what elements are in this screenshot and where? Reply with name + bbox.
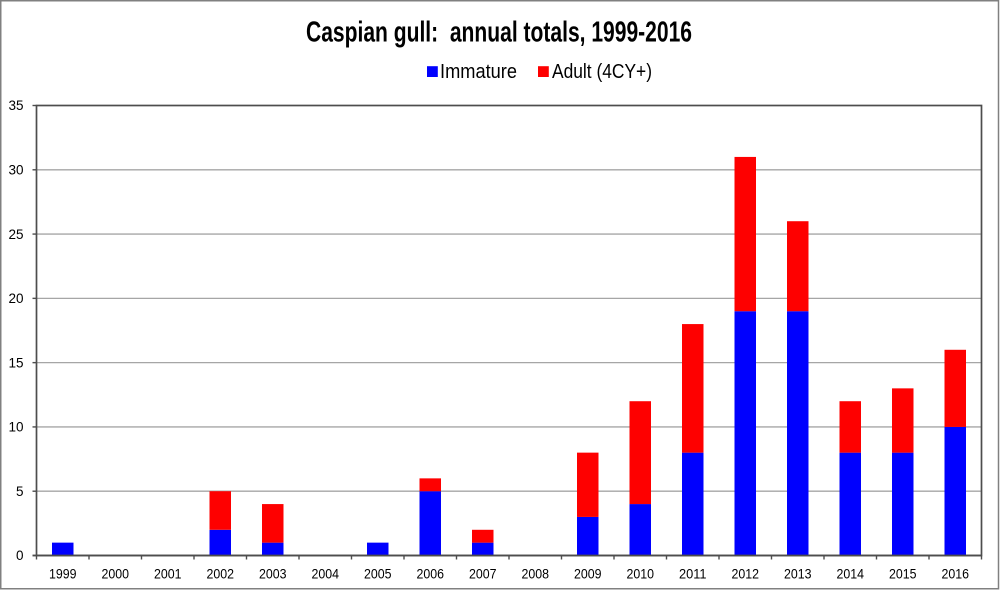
svg-text:2016: 2016 <box>942 566 970 582</box>
svg-text:2009: 2009 <box>574 566 602 582</box>
svg-text:2003: 2003 <box>259 566 287 582</box>
svg-text:2004: 2004 <box>312 566 340 582</box>
svg-text:2007: 2007 <box>469 566 497 582</box>
svg-text:25: 25 <box>8 227 23 242</box>
svg-text:2014: 2014 <box>837 566 865 582</box>
svg-text:35: 35 <box>8 98 23 113</box>
svg-text:30: 30 <box>8 162 23 177</box>
svg-text:Adult (4CY+): Adult (4CY+) <box>552 61 652 83</box>
svg-text:2011: 2011 <box>679 566 707 582</box>
svg-text:2015: 2015 <box>889 566 917 582</box>
svg-text:15: 15 <box>8 355 23 370</box>
svg-text:2002: 2002 <box>207 566 235 582</box>
svg-text:2006: 2006 <box>417 566 445 582</box>
svg-text:2013: 2013 <box>784 566 812 582</box>
svg-text:Immature: Immature <box>440 61 517 83</box>
svg-text:5: 5 <box>16 484 24 499</box>
svg-text:2001: 2001 <box>154 566 182 582</box>
svg-text:0: 0 <box>16 548 24 563</box>
svg-text:Caspian gull: annual totals,: Caspian gull: annual totals, 1999-2016 <box>306 17 692 49</box>
svg-text:1999: 1999 <box>49 566 77 582</box>
svg-text:2000: 2000 <box>102 566 130 582</box>
svg-text:2005: 2005 <box>364 566 392 582</box>
svg-text:20: 20 <box>8 291 23 306</box>
svg-text:2008: 2008 <box>522 566 550 582</box>
svg-text:2012: 2012 <box>732 566 760 582</box>
svg-text:2010: 2010 <box>627 566 655 582</box>
svg-text:10: 10 <box>8 420 23 435</box>
